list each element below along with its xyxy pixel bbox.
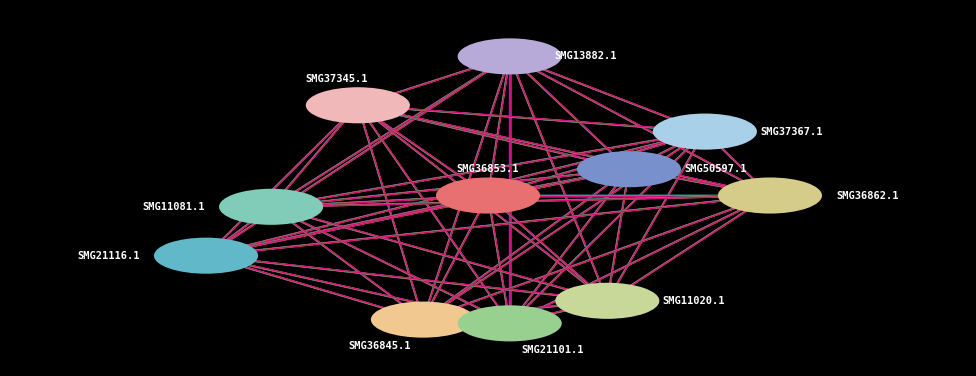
Circle shape <box>219 189 323 225</box>
Text: SMG11020.1: SMG11020.1 <box>663 296 725 306</box>
Circle shape <box>577 151 681 187</box>
Text: SMG37345.1: SMG37345.1 <box>305 74 367 84</box>
Circle shape <box>436 177 540 214</box>
Text: SMG13882.1: SMG13882.1 <box>554 52 617 61</box>
Circle shape <box>458 38 562 74</box>
Text: SMG36853.1: SMG36853.1 <box>457 164 519 174</box>
Circle shape <box>718 177 822 214</box>
Text: SMG36862.1: SMG36862.1 <box>836 191 899 200</box>
Circle shape <box>305 87 410 123</box>
Text: SMG21116.1: SMG21116.1 <box>77 251 140 261</box>
Text: SMG11081.1: SMG11081.1 <box>142 202 205 212</box>
Text: SMG21101.1: SMG21101.1 <box>522 345 585 355</box>
Text: SMG36845.1: SMG36845.1 <box>348 341 411 351</box>
Circle shape <box>154 238 258 274</box>
Text: SMG37367.1: SMG37367.1 <box>760 127 823 136</box>
Text: SMG50597.1: SMG50597.1 <box>684 164 747 174</box>
Circle shape <box>555 283 660 319</box>
Circle shape <box>653 114 757 150</box>
Circle shape <box>371 302 475 338</box>
Circle shape <box>458 305 562 341</box>
